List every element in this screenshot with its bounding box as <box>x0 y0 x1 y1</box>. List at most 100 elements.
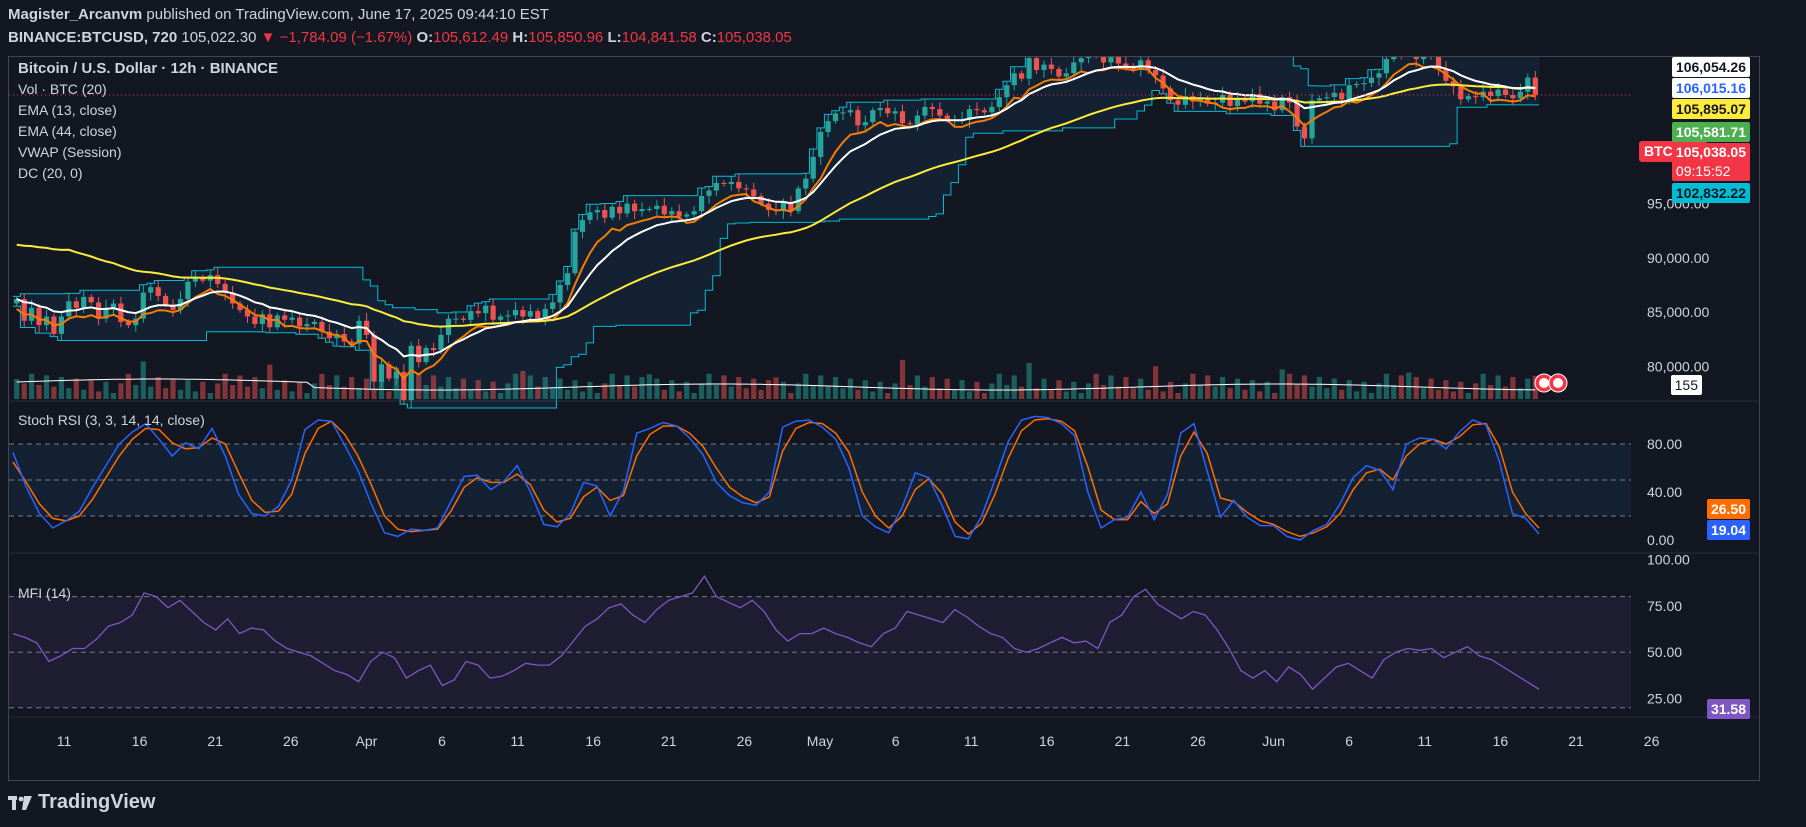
legend-ema44[interactable]: EMA (44, close) <box>18 123 117 139</box>
candle-body <box>408 345 414 401</box>
legend-mfi[interactable]: MFI (14) <box>18 585 71 601</box>
candle-body <box>810 156 816 179</box>
candle-body <box>572 231 578 274</box>
candle-body <box>252 316 258 325</box>
volume-bar <box>103 381 109 399</box>
volume-bar <box>632 386 638 399</box>
candle-body <box>996 97 1002 107</box>
legend-vol[interactable]: Vol · BTC (20) <box>18 81 107 97</box>
candle-body <box>542 308 548 319</box>
volume-bar <box>1205 375 1211 399</box>
candle-body <box>36 307 42 326</box>
author-name[interactable]: Magister_Arcanvm <box>8 6 143 23</box>
candle-body <box>468 311 474 320</box>
candle-body <box>103 307 109 319</box>
volume-bar <box>1093 373 1099 399</box>
volume-bar <box>847 378 853 399</box>
stoch-axis-label: 80.00 <box>1647 436 1682 452</box>
candle-body <box>237 303 243 310</box>
candle-body <box>646 209 652 210</box>
legend-ema13[interactable]: EMA (13, close) <box>18 102 117 118</box>
volume-bar <box>1354 391 1360 399</box>
volume-bar <box>148 386 154 399</box>
volume-bar <box>237 375 243 399</box>
volume-bar <box>1368 393 1375 399</box>
candle-body <box>1525 77 1531 92</box>
candle-body <box>349 341 355 344</box>
symbol-title[interactable]: Bitcoin / U.S. Dollar · 12h · BINANCE <box>18 60 279 77</box>
volume-bar <box>721 375 727 399</box>
candle-body <box>1272 101 1278 111</box>
volume-bar <box>565 389 571 399</box>
volume-bar <box>1115 386 1121 399</box>
volume-bar <box>1473 383 1479 399</box>
candle-body <box>535 311 541 319</box>
volume-bar <box>691 393 697 399</box>
candle-body <box>684 214 690 217</box>
candle-body <box>855 110 861 126</box>
volume-bar <box>512 373 519 399</box>
candle-body <box>490 305 496 320</box>
candle-body <box>1488 91 1494 96</box>
candle-body <box>922 106 928 116</box>
candle-body <box>944 115 950 120</box>
candle-body <box>1227 95 1233 106</box>
volume-bar <box>1339 389 1345 399</box>
candle-body <box>66 301 72 317</box>
volume-bar <box>118 383 124 399</box>
candle-body <box>974 109 980 111</box>
donchian-lower <box>13 90 1539 409</box>
candle-body <box>386 364 392 379</box>
mfi-axis-label: 25.00 <box>1647 690 1682 706</box>
volume-bar <box>1234 378 1241 399</box>
candle-body <box>966 109 973 120</box>
volume-bar <box>36 385 42 399</box>
candle-body <box>989 106 995 113</box>
candle-body <box>1264 101 1270 104</box>
legend-dc[interactable]: DC (20, 0) <box>18 165 83 181</box>
close-price-value: 105,038.05 <box>1675 144 1746 160</box>
volume-bar <box>862 380 868 399</box>
candle-body <box>21 299 27 321</box>
legend-stoch[interactable]: Stoch RSI (3, 3, 14, 14, close) <box>18 412 205 428</box>
price-axis-label: 90,000.00 <box>1647 250 1709 266</box>
volume-bar <box>460 378 466 399</box>
volume-bar <box>58 377 64 399</box>
candle-body <box>118 303 124 322</box>
volume-bar <box>445 377 452 399</box>
volume-bar <box>1480 373 1486 399</box>
candle-body <box>371 334 377 382</box>
volume-bar <box>155 377 161 399</box>
legend-vwap[interactable]: VWAP (Session) <box>18 144 122 160</box>
volume-bar <box>1525 378 1531 399</box>
volume-bar <box>899 359 906 399</box>
volume-bar <box>520 371 526 399</box>
candle-body <box>1331 92 1337 98</box>
volume-bar <box>535 386 541 399</box>
volume-bar <box>1294 385 1300 399</box>
candle-body <box>1056 68 1062 77</box>
volume-bar <box>423 385 429 399</box>
candle-body <box>1510 95 1516 99</box>
volume-bar <box>1078 393 1084 399</box>
volume-bar <box>1391 385 1397 399</box>
tradingview-logo[interactable]: TradingView <box>8 791 155 814</box>
chart-canvas[interactable]: 95,000.0090,000.0085,000.0080,000.0080.0… <box>9 57 1759 780</box>
candle-body <box>460 318 466 320</box>
candle-body <box>550 302 556 309</box>
candle-body <box>1182 96 1188 105</box>
candle-body <box>155 287 161 296</box>
vwap-tag: 106,015.16 <box>1671 78 1750 98</box>
volume-bar <box>892 383 898 399</box>
low-value: 104,841.58 <box>621 29 697 46</box>
candle-body <box>297 317 303 327</box>
candle-body <box>222 283 228 293</box>
chart-area[interactable]: 95,000.00 90,000.00 85,000.00 80,000.00 80.0… <box>8 56 1760 781</box>
volume-bar <box>505 383 511 399</box>
candle-body <box>1473 96 1479 98</box>
volume-bar <box>498 393 504 399</box>
volume-bar <box>326 385 332 399</box>
time-axis-label: 21 <box>661 733 677 749</box>
volume-bar <box>550 388 556 399</box>
candle-body <box>1071 62 1077 74</box>
